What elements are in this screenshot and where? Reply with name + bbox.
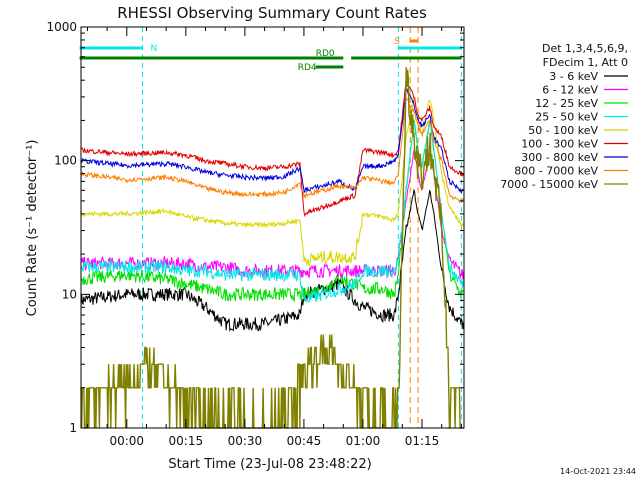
y-tick-label: 1 [69, 421, 77, 435]
x-axis-title: Start Time (23-Jul-08 23:48:22) [168, 457, 371, 472]
flag-label-s: S [394, 37, 400, 47]
series-line-8 [80, 98, 464, 204]
plot-area: N RD0 RD4 S 1 10 100 1000 00:00 00:15 00:30 00:45 01… [46, 20, 465, 448]
y-tick-label: 1000 [46, 20, 77, 34]
x-tick-label: 01:00 [346, 434, 381, 448]
series-line-5 [80, 97, 464, 267]
flag-label-rd0: RD0 [316, 49, 335, 59]
series-line-6 [80, 77, 465, 218]
flag-label-n: N [151, 44, 158, 54]
y-axis-title: Count Rate (s⁻¹ detector⁻¹) [25, 140, 40, 317]
x-tick-label: 01:15 [405, 434, 440, 448]
plot-frame [80, 26, 465, 429]
legend-label-6: 100 - 300 keV [521, 138, 598, 151]
series-line-1 [80, 189, 465, 332]
series-line-4 [80, 119, 465, 303]
legend-label-9: 7000 - 15000 keV [500, 178, 598, 191]
flag-label-rd4: RD4 [298, 63, 317, 73]
legend: Det 1,3,4,5,6,9, FDecim 1, Att 0 3 - 6 k… [500, 42, 628, 191]
x-tick-label: 00:45 [287, 434, 322, 448]
x-tick-label: 00:00 [109, 434, 144, 448]
legend-label-5: 50 - 100 keV [528, 124, 598, 137]
y-tick-label: 100 [54, 154, 77, 168]
legend-header-line-1: Det 1,3,4,5,6,9, [542, 42, 628, 55]
x-tick-label: 00:15 [169, 434, 204, 448]
legend-label-3: 12 - 25 keV [535, 97, 598, 110]
x-tick-label: 00:30 [228, 434, 263, 448]
legend-label-4: 25 - 50 keV [535, 111, 598, 124]
legend-label-1: 3 - 6 keV [549, 70, 598, 83]
series-line-3 [80, 119, 464, 303]
chart-title: RHESSI Observing Summary Count Rates [117, 4, 427, 22]
y-tick-label: 10 [62, 287, 77, 301]
series-line-9 [80, 67, 464, 429]
plot-timestamp: 14-Oct-2021 23:44 [560, 467, 636, 476]
legend-header-line-2: FDecim 1, Att 0 [543, 56, 628, 69]
legend-label-2: 6 - 12 keV [542, 84, 598, 97]
series-line-7 [81, 88, 465, 194]
legend-label-8: 800 - 7000 keV [514, 165, 598, 178]
legend-label-7: 300 - 800 keV [521, 151, 598, 164]
